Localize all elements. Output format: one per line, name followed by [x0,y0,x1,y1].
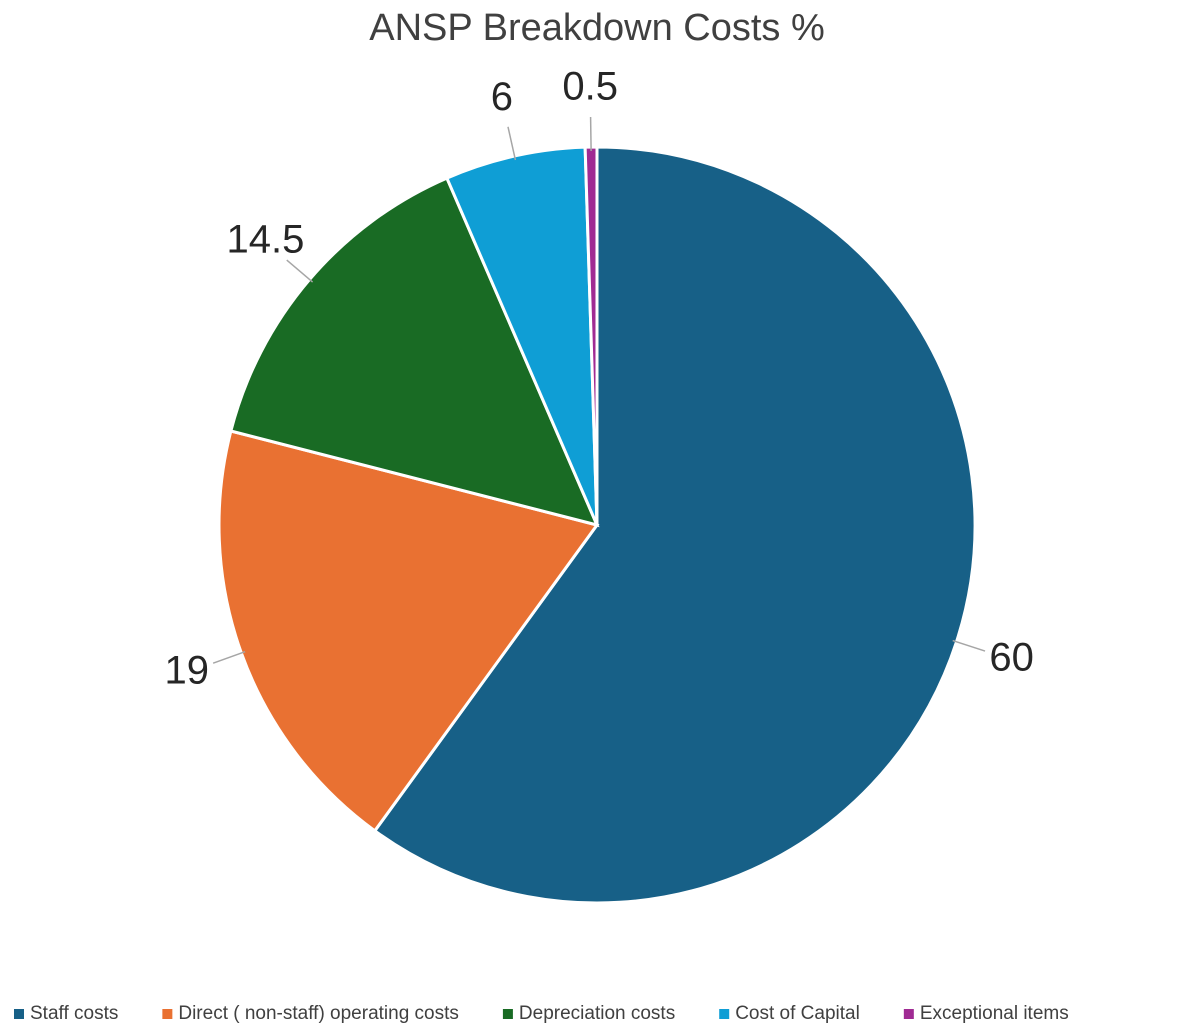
data-label: 60 [989,635,1034,679]
data-label: 6 [491,75,513,119]
legend-label: Cost of Capital [735,1003,860,1024]
legend-swatch [502,1009,513,1019]
legend-label: Depreciation costs [519,1003,675,1024]
legend-swatch [719,1009,730,1019]
leader-line [507,126,517,161]
legend-swatch [14,1009,24,1019]
leader-line [286,259,314,283]
leader-line [212,650,246,664]
data-label: 19 [165,648,210,692]
legend-swatch [903,1009,914,1019]
data-label: 0.5 [562,65,618,109]
legend-label: Direct ( non-staff) operating costs [178,1003,459,1024]
legend-label: Exceptional items [920,1003,1069,1024]
chart-title: ANSP Breakdown Costs % [369,7,825,49]
legend-label: Staff costs [30,1003,118,1024]
legend-swatch [162,1009,173,1019]
data-label: 14.5 [227,217,305,261]
leader-line [952,639,986,652]
leader-line [589,117,592,152]
